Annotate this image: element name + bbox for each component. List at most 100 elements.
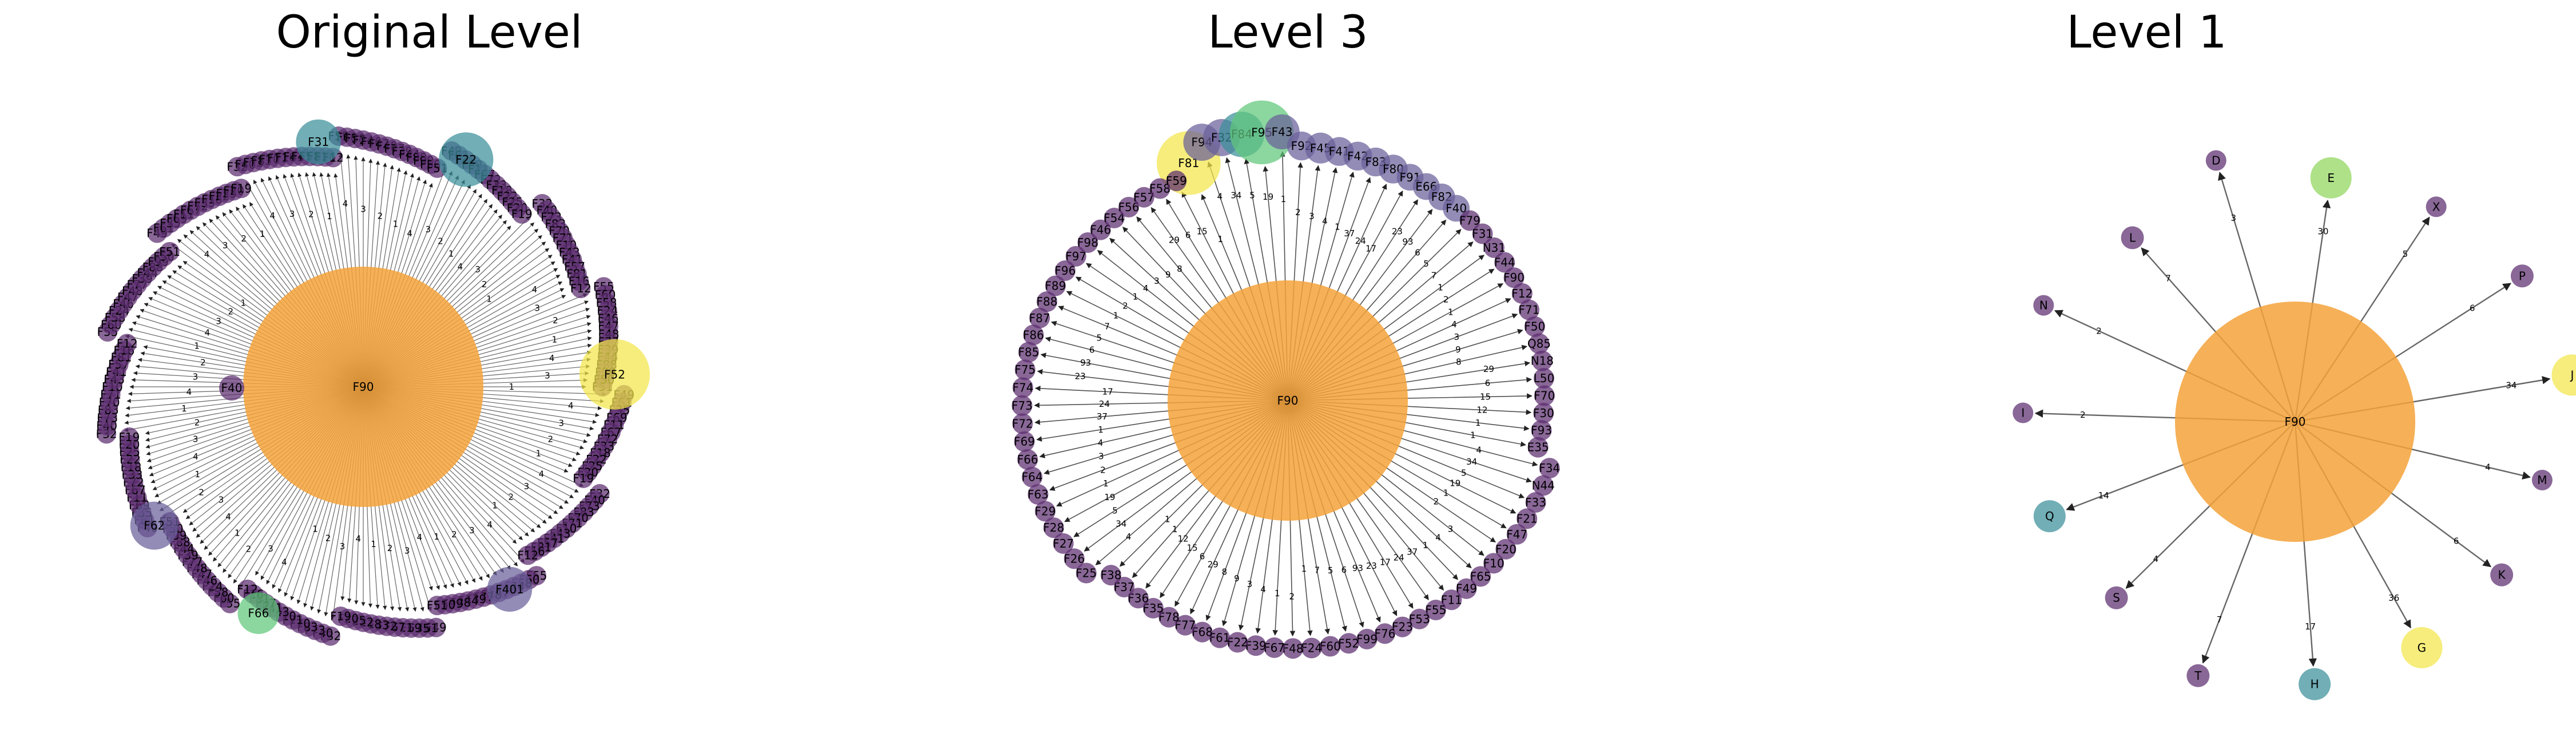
edge-weight-label: 4 — [549, 353, 555, 363]
graph-node-label: F34 — [1539, 461, 1560, 475]
graph-node: E35 — [1527, 437, 1549, 458]
graph-node: F85 — [1018, 342, 1039, 363]
graph-node: F19 — [511, 204, 533, 224]
graph-node-circle — [1011, 395, 1033, 416]
edge-weight-label: 4 — [1435, 533, 1441, 543]
graph-node: L — [2121, 226, 2144, 249]
edge-weight-label: 19 — [1263, 192, 1273, 202]
graph-node: F78 — [1158, 607, 1180, 628]
edge-weight-label: 4 — [356, 533, 362, 544]
graph-node-label: F28 — [1043, 521, 1064, 534]
graph-node: F61 — [1209, 627, 1231, 648]
graph-node-label: P — [2519, 269, 2526, 283]
edge-weight-label: 6 — [2470, 303, 2475, 313]
edge-weight-label: 2 — [553, 315, 558, 326]
graph-node-label: F401 — [495, 583, 524, 596]
graph-node-circle — [1017, 449, 1038, 470]
graph-node-circle — [1338, 633, 1359, 654]
graph-node-circle — [1529, 333, 1550, 354]
graph-node: F90 — [1503, 267, 1525, 288]
edge-weight-label: 2 — [200, 357, 206, 367]
center-node-label: F90 — [353, 380, 374, 394]
graph-node-label: F39 — [1245, 639, 1267, 652]
edge-weight-label: 7 — [1431, 270, 1437, 280]
edge-weight-label: 93 — [1352, 563, 1363, 573]
graph-node-label: Q85 — [1527, 337, 1551, 351]
graph-node: F62 — [130, 501, 178, 550]
graph-node: Q — [2033, 500, 2066, 533]
edge-weight-label: 1 — [312, 524, 318, 534]
graph-node-circle — [1192, 621, 1213, 643]
graph-node-label: X — [2432, 200, 2440, 213]
graph-node-circle — [512, 204, 532, 224]
edge-weight-label: 3 — [545, 371, 550, 381]
edge-weight-label: 1 — [393, 219, 399, 229]
edge-weight-label: 3 — [219, 494, 224, 505]
graph-node-circle — [219, 375, 244, 401]
edge-weight-label: 34 — [1116, 519, 1126, 529]
edge-weight-label: 2 — [482, 279, 487, 290]
edge-weight-label: 5 — [1461, 467, 1467, 478]
edge-weight-label: 36 — [2388, 593, 2399, 603]
panel-title: Original Level — [276, 7, 583, 58]
edge-weight-label: 3 — [475, 264, 481, 275]
graph-node: N44 — [1532, 475, 1555, 496]
graph-node-label: F22 — [455, 153, 477, 167]
edge-weight-label: 2 — [1100, 465, 1106, 475]
graph-node-label: F27 — [1053, 537, 1074, 550]
edge-weight-label: 5 — [1249, 191, 1255, 201]
edge-weight-label: 1 — [194, 340, 200, 351]
graph-node-circle — [1533, 368, 1554, 389]
edge-weight-label: 1 — [1275, 588, 1280, 599]
edge-weight-label: 2 — [438, 236, 443, 247]
edge-weight-label: 4 — [204, 249, 210, 259]
graph-node-label: F55 — [1425, 603, 1446, 617]
graph-node: F63 — [1027, 484, 1049, 505]
graph-node-label: F29 — [1035, 505, 1056, 518]
edge-weight-label: 1 — [1217, 234, 1223, 244]
graph-node: F77 — [1174, 615, 1196, 636]
graph-node-circle — [1166, 171, 1187, 192]
graph-node-label: F96 — [1054, 264, 1075, 278]
graph-node: F401 — [487, 566, 533, 612]
graph-node-circle — [1245, 635, 1267, 656]
graph-node: F75 — [1014, 359, 1035, 381]
graph-node-circle — [1301, 637, 1322, 659]
edge-weight-label: 23 — [1075, 371, 1086, 382]
edge-weight-label: 2 — [199, 488, 204, 498]
panel-level-3: Level 3 1 4 34 5 19 1 2 3 4 1 37 24 17 23 93 6 5 7 1 2 1 4 3 9 8… — [859, 0, 1717, 729]
edge-weight-label: 2 — [1289, 591, 1295, 601]
edge-weight-label: 3 — [1454, 332, 1460, 342]
edge-weight-label: 1 — [1335, 222, 1340, 232]
graph-node-label: F51 — [427, 599, 448, 612]
graph-node: F70 — [1534, 385, 1555, 406]
graph-node: F39 — [1245, 635, 1267, 656]
graph-node-circle — [1209, 627, 1231, 648]
graph-node-label: F38 — [1101, 568, 1122, 582]
graph-node-circle — [1459, 210, 1480, 231]
edge-weight-label: 4 — [1476, 445, 1482, 455]
edge-weight-label: 23 — [1392, 227, 1403, 237]
edge-weight-label: 29 — [1169, 235, 1180, 245]
edge-weight-label: 34 — [1231, 191, 1241, 201]
graph-node-label: N31 — [1483, 241, 1506, 255]
graph-node-circle — [2299, 668, 2331, 700]
edge-weight-label: 8 — [1456, 356, 1462, 367]
edge-weight-label: 6 — [2454, 536, 2459, 546]
edge-weight-label: 24 — [1355, 236, 1366, 246]
graph-node-circle — [1425, 600, 1446, 621]
edge-weight-label: 1 — [535, 448, 541, 458]
edge-weight-label: 14 — [2098, 490, 2109, 501]
edge-weight-label: 93 — [1402, 236, 1413, 247]
graph-node-circle — [1517, 508, 1538, 529]
edge-weight-label: 2 — [548, 434, 554, 444]
graph-node: F71 — [1518, 299, 1539, 320]
graph-node-label: I — [2021, 406, 2025, 420]
graph-node-circle — [2033, 500, 2066, 533]
graph-node-label: F31 — [308, 135, 329, 149]
graph-node-circle — [579, 339, 650, 410]
graph-node: F48 — [1283, 638, 1304, 659]
graph-node-label: F26 — [1063, 552, 1085, 565]
graph-node-circle — [1014, 431, 1035, 452]
edge-weight-label: 5 — [1112, 505, 1118, 516]
